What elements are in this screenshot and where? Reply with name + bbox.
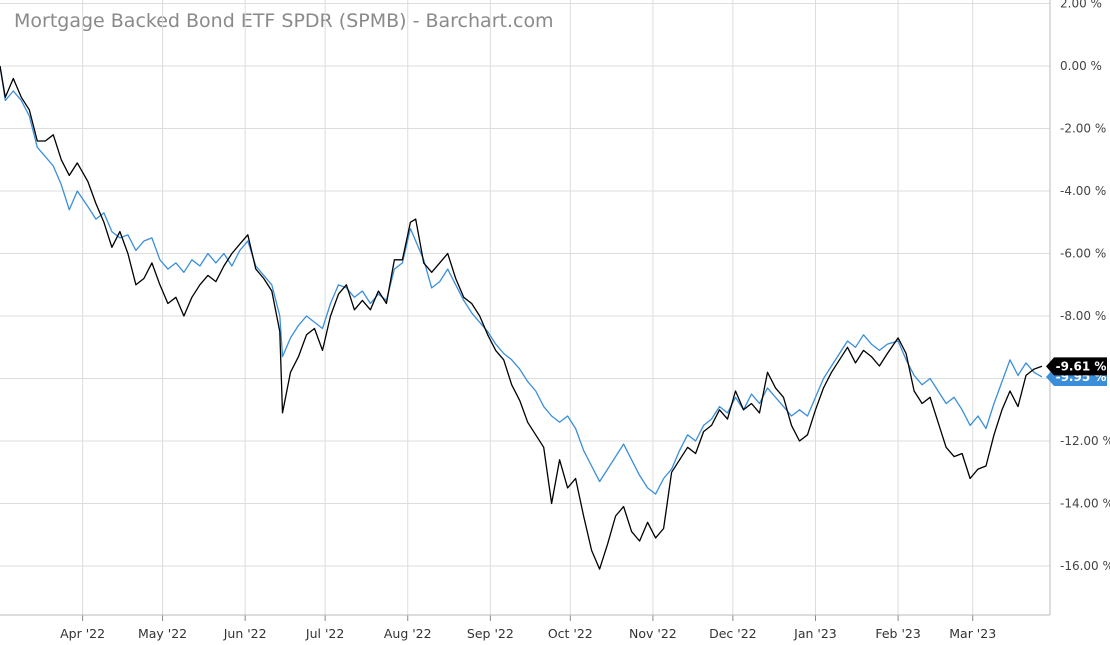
y-tick-label: 2.00 % — [1060, 0, 1102, 11]
x-axis: Apr '22 May '22 Jun '22 Jul '22 Aug '22 Sep '… — [0, 614, 1050, 641]
badge-label: -9.61 % — [1056, 359, 1107, 373]
x-tick-label: Oct '22 — [548, 626, 593, 641]
x-tick-label: Feb '23 — [875, 626, 920, 641]
series-line-1 — [0, 65, 1043, 495]
x-tick-label: Jul '22 — [305, 626, 344, 641]
x-tick-label: Mar '23 — [949, 626, 996, 641]
y-tick-label: -6.00 % — [1060, 247, 1106, 261]
grid — [0, 0, 1050, 615]
x-tick-label: Jun '22 — [223, 626, 267, 641]
x-tick-label: Sep '22 — [467, 626, 514, 641]
last-value-badges: -9.95 %-9.61 % — [1046, 357, 1107, 386]
last-value-badge-0: -9.61 % — [1046, 357, 1107, 376]
badge-shape — [1046, 357, 1107, 376]
x-tick-label: May '22 — [138, 626, 187, 641]
x-tick-label: Dec '22 — [709, 626, 757, 641]
x-tick-label: Aug '22 — [384, 626, 432, 641]
series-lines — [0, 65, 1043, 570]
y-tick-label: 0.00 % — [1060, 59, 1102, 73]
series-line-0 — [0, 65, 1043, 570]
x-tick-label: Jan '23 — [793, 626, 837, 641]
x-tick-label: Nov '22 — [629, 626, 677, 641]
y-tick-label: -8.00 % — [1060, 309, 1106, 323]
y-tick-label: -12.00 % — [1060, 434, 1110, 448]
y-axis: 2.00 % 0.00 % -2.00 % -4.00 % -6.00 % -8.00 %… — [1049, 0, 1110, 615]
chart-title: Mortgage Backed Bond ETF SPDR (SPMB) - B… — [14, 10, 554, 32]
y-tick-label: -4.00 % — [1060, 184, 1106, 198]
x-tick-label: Apr '22 — [60, 626, 105, 641]
y-tick-label: -2.00 % — [1060, 122, 1106, 136]
y-tick-label: -14.00 % — [1060, 497, 1110, 511]
y-tick-label: -16.00 % — [1060, 559, 1110, 573]
